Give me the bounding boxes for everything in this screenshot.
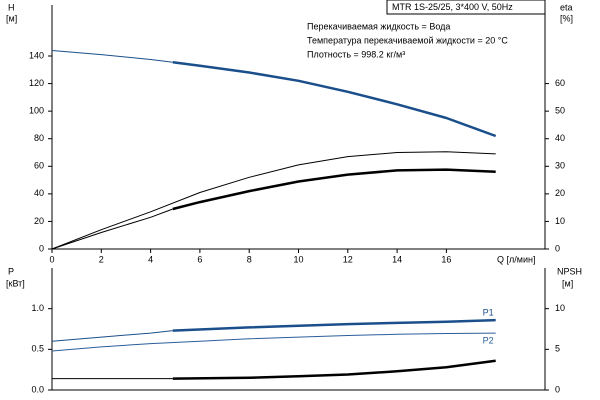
y-tick-label: 1.0: [31, 303, 44, 313]
curve: [172, 318, 496, 332]
curve: [51, 332, 496, 352]
y-tick-label: 0.5: [31, 344, 44, 354]
x-tick-label: 2: [99, 254, 104, 264]
y2-axis-unit: [%]: [560, 13, 573, 23]
y2-tick-label: 20: [555, 188, 565, 198]
y-tick-label: 40: [34, 188, 44, 198]
y-tick-label: 100: [29, 106, 44, 116]
x-tick-label: 0: [49, 254, 54, 264]
y-tick-label: 60: [34, 161, 44, 171]
y-tick-label: 120: [29, 78, 44, 88]
x-tick-label: 8: [247, 254, 252, 264]
x-tick-label: 12: [343, 254, 353, 264]
y2-tick-label: 0: [555, 384, 560, 394]
y-tick-label: 0.0: [31, 384, 44, 394]
y2-tick-label: 10: [555, 216, 565, 226]
x-tick-label: 16: [441, 254, 451, 264]
y2-tick-label: 40: [555, 133, 565, 143]
y2-tick-label: 10: [555, 303, 565, 313]
annotation: Перекачиваемая жидкость = Вода: [307, 21, 450, 31]
y-axis-unit: [кВт]: [6, 278, 25, 288]
y-axis-unit: [м]: [6, 13, 17, 23]
curve: [51, 330, 173, 342]
y2-axis-unit: [м]: [562, 278, 573, 288]
y-tick-label: 80: [34, 133, 44, 143]
series-label: P1: [483, 307, 494, 317]
x-tick-label: 4: [148, 254, 153, 264]
y2-tick-label: 0: [555, 243, 560, 253]
y-axis-label: P: [8, 266, 14, 276]
chart-title: MTR 1S-25/25, 3*400 V, 50Hz: [392, 2, 513, 12]
y2-axis-label: eta: [560, 2, 573, 12]
curve: [51, 151, 496, 250]
y-tick-label: 140: [29, 50, 44, 60]
x-tick-label: 10: [293, 254, 303, 264]
x-tick-label: 6: [197, 254, 202, 264]
y2-tick-label: 50: [555, 106, 565, 116]
y2-tick-label: 60: [555, 78, 565, 88]
x-tick-label: 14: [392, 254, 402, 264]
curve: [172, 168, 496, 211]
y-tick-label: 20: [34, 216, 44, 226]
annotation: Температура перекачиваемой жидкости = 20…: [307, 35, 508, 45]
y2-tick-label: 5: [555, 344, 560, 354]
y-axis-label: H: [8, 2, 15, 12]
series-label: P2: [483, 335, 494, 345]
annotation: Плотность = 998.2 кг/м³: [307, 49, 405, 59]
curve: [172, 359, 496, 380]
curve: [172, 60, 497, 138]
y-tick-label: 0: [39, 243, 44, 253]
y2-axis-label: NPSH: [557, 266, 582, 276]
y2-tick-label: 30: [555, 161, 565, 171]
x-axis-label: Q [л/мин]: [497, 254, 535, 264]
curve: [51, 50, 173, 63]
curve: [51, 208, 173, 250]
